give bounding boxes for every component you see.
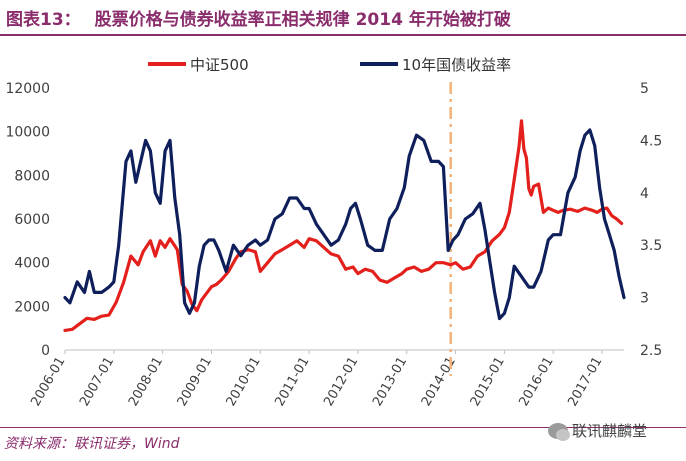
x-tick-label: 2010-01 — [224, 355, 264, 410]
x-tick-label: 2007-01 — [77, 355, 117, 410]
left-axis: 0 2000 4000 6000 8000 10000 12000 — [5, 81, 50, 359]
chart-area: 中证500 10年国债收益率 0 2000 4000 6000 8000 10000 1200… — [5, 56, 662, 410]
x-tick-label: 2008-01 — [126, 355, 166, 410]
right-tick-label: 3 — [640, 291, 649, 307]
source-note: 资料来源：联讯证券，Wind — [4, 436, 180, 452]
left-tick-label: 12000 — [5, 81, 50, 97]
legend-bond-label: 10年国债收益率 — [402, 56, 511, 74]
x-tick-label: 2006-01 — [28, 355, 68, 410]
left-tick-label: 6000 — [14, 212, 50, 228]
left-tick-label: 4000 — [14, 256, 50, 272]
x-tick-label: 2012-01 — [321, 355, 361, 410]
watermark-text: 联讯麒麟堂 — [572, 422, 648, 440]
x-axis: 2006-01 2007-01 2008-01 2009-01 2010-01 2011-… — [28, 349, 624, 410]
left-tick-label: 10000 — [5, 125, 50, 141]
x-tick-label: 2009-01 — [175, 355, 215, 410]
legend: 中证500 10年国债收益率 — [148, 56, 511, 74]
right-tick-label: 3.5 — [640, 238, 662, 254]
left-tick-label: 8000 — [14, 168, 50, 184]
x-tick-label: 2017-01 — [565, 355, 605, 410]
left-tick-label: 2000 — [14, 299, 50, 315]
wechat-icon — [548, 422, 570, 441]
csi500-line — [63, 119, 624, 332]
series-group — [63, 119, 626, 332]
watermark: 联讯麒麟堂 — [548, 420, 647, 441]
right-axis: 2.5 3 3.5 4 4.5 5 — [640, 81, 662, 359]
figure-title-text: 股票价格与债券收益率正相关规律 2014 年开始被打破 — [94, 10, 511, 30]
right-tick-label: 4 — [640, 186, 649, 202]
x-tick-label: 2011-01 — [272, 355, 312, 410]
figure-label: 图表13： — [6, 10, 81, 30]
legend-csi500-label: 中证500 — [190, 56, 249, 74]
bond-yield-line — [63, 128, 626, 321]
right-tick-label: 2.5 — [640, 343, 662, 359]
source-divider — [0, 427, 686, 428]
right-tick-label: 4.5 — [640, 133, 662, 149]
right-tick-label: 5 — [640, 81, 649, 97]
x-tick-label: 2015-01 — [468, 355, 508, 410]
chart-title: 图表13： 股票价格与债券收益率正相关规律 2014 年开始被打破 — [6, 5, 511, 30]
x-tick-label: 2016-01 — [517, 355, 557, 410]
x-tick-label: 2014-01 — [419, 355, 459, 410]
left-tick-label: 0 — [41, 343, 50, 359]
x-tick-label: 2013-01 — [370, 355, 410, 410]
title-bar: 图表13： 股票价格与债券收益率正相关规律 2014 年开始被打破 — [0, 0, 686, 36]
